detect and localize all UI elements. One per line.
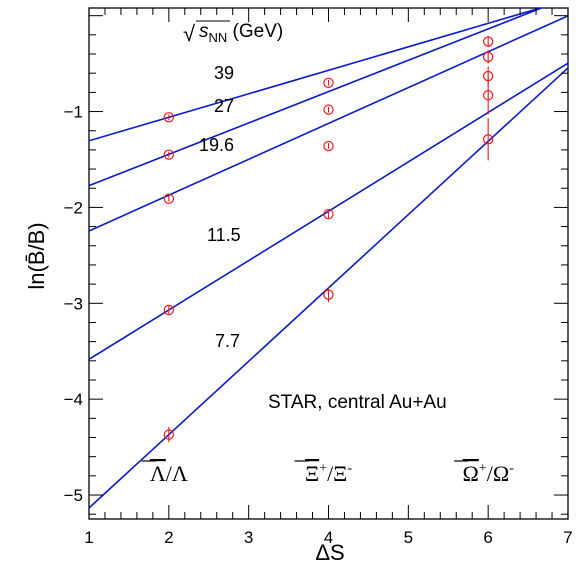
- particle-antibaryon: Ξ: [305, 461, 319, 486]
- x-tick-label: 5: [404, 528, 413, 547]
- energy-labels: 39 27 19.6 11.5 7.7: [199, 63, 241, 351]
- particle-baryon: /Ξ: [327, 461, 347, 486]
- data-point: [323, 77, 334, 88]
- fit-line: [89, 15, 568, 232]
- legend-unit: (GeV): [227, 21, 283, 42]
- x-tick-label: 6: [483, 528, 492, 547]
- particle-antibaryon: Ω: [462, 461, 478, 486]
- legend-s: s: [199, 21, 209, 42]
- axis-ticks: 1 2 3 4 5 6 7 −5 −4 −3 −2 −1: [64, 8, 573, 547]
- fit-line: [89, 8, 544, 187]
- legend-title-text: sNN (GeV): [199, 21, 283, 45]
- particle-charge: -: [509, 461, 514, 476]
- data-point: [482, 51, 494, 63]
- y-tick-label: −2: [64, 198, 83, 217]
- y-tick-label: −5: [64, 486, 83, 505]
- particle-charge: +: [319, 461, 327, 476]
- y-tick-label: −3: [64, 294, 83, 313]
- fit-lines: [89, 8, 568, 509]
- data-point: [323, 289, 334, 300]
- data-point: [163, 193, 175, 204]
- particle-ratio-label: Ξ+/Ξ-: [305, 461, 352, 486]
- data-point: [163, 112, 175, 123]
- data-point: [323, 104, 334, 115]
- x-axis-title: ΔS: [315, 540, 344, 565]
- energy-label: 11.5: [207, 225, 241, 245]
- energy-label: 39: [214, 63, 234, 83]
- annotation: STAR, central Au+Au: [268, 392, 447, 413]
- y-axis-title: ln(B̄/B): [24, 222, 49, 289]
- legend-title: √ sNN (GeV): [183, 20, 283, 46]
- energy-label: 7.7: [215, 331, 240, 351]
- x-tick-label: 7: [563, 528, 572, 547]
- data-point: [323, 140, 334, 152]
- y-tick-label: −1: [64, 103, 83, 122]
- particle-charge: +: [479, 461, 487, 476]
- particle-charge: -: [347, 461, 352, 476]
- data-point: [163, 149, 175, 160]
- data-point: [323, 208, 334, 220]
- particle-labels: Λ/Λ Ξ+/Ξ- Ω+/Ω-: [141, 460, 514, 486]
- y-tick-label: −4: [64, 390, 83, 409]
- particle-antibaryon: Λ: [150, 461, 166, 486]
- data-point: [482, 36, 494, 47]
- data-point: [482, 90, 494, 101]
- particle-ratio-label: Λ/Λ: [150, 461, 188, 486]
- x-tick-label: 4: [324, 528, 333, 547]
- particle-ratio-label: Ω+/Ω-: [462, 461, 514, 486]
- energy-label: 27: [214, 96, 234, 116]
- legend-sub: NN: [209, 30, 228, 45]
- x-tick-label: 2: [164, 528, 173, 547]
- x-tick-label: 1: [84, 528, 93, 547]
- data-points: [163, 35, 494, 443]
- sqrt-symbol: √: [183, 21, 196, 46]
- particle-baryon: /Ω: [487, 461, 509, 486]
- x-tick-label: 3: [244, 528, 253, 547]
- energy-label: 19.6: [199, 135, 234, 155]
- data-point: [163, 304, 175, 316]
- data-point: [482, 134, 494, 145]
- particle-baryon: /Λ: [166, 461, 188, 486]
- data-point: [163, 429, 175, 440]
